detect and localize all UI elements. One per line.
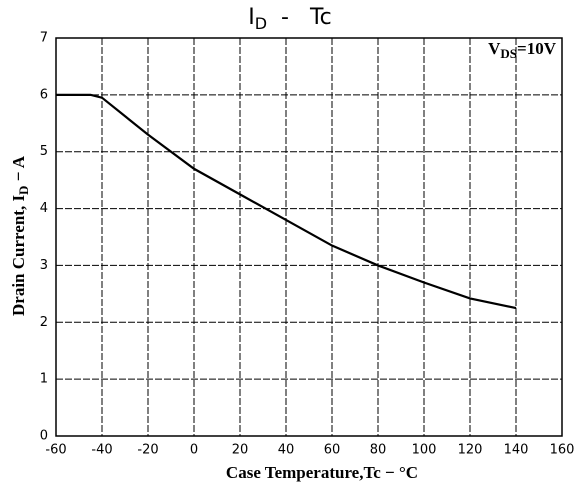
y-tick-label: 4 bbox=[40, 201, 48, 216]
y-tick-label: 1 bbox=[40, 372, 48, 387]
y-tick-label: 7 bbox=[40, 31, 48, 46]
x-tick-label: 140 bbox=[504, 443, 529, 458]
x-axis-label: Case Temperature,Tc − °C bbox=[226, 463, 418, 482]
y-axis-label: Drain Current, ID − A bbox=[9, 155, 31, 316]
plot-frame bbox=[55, 37, 563, 437]
y-tick-label: 5 bbox=[40, 144, 48, 159]
x-tick-label: -20 bbox=[137, 443, 158, 458]
x-tick-label: 100 bbox=[412, 443, 437, 458]
annotation: VDS=10V bbox=[488, 39, 557, 61]
x-tick-label: 80 bbox=[370, 443, 387, 458]
y-tick-label: 3 bbox=[40, 258, 48, 273]
y-tick-label: 2 bbox=[40, 315, 48, 330]
x-tick-label: -60 bbox=[45, 443, 66, 458]
x-tick-label: 0 bbox=[190, 443, 198, 458]
y-tick-label: 0 bbox=[40, 429, 48, 444]
x-tick-label: 60 bbox=[324, 443, 341, 458]
x-tick-label: 40 bbox=[278, 443, 295, 458]
chart-title: ID - Tc bbox=[248, 5, 332, 33]
x-tick-label: 120 bbox=[458, 443, 483, 458]
x-tick-label: 20 bbox=[232, 443, 249, 458]
y-tick-label: 6 bbox=[40, 87, 48, 102]
x-tick-label: -40 bbox=[91, 443, 112, 458]
data-line bbox=[56, 93, 517, 310]
x-tick-label: 160 bbox=[550, 443, 575, 458]
